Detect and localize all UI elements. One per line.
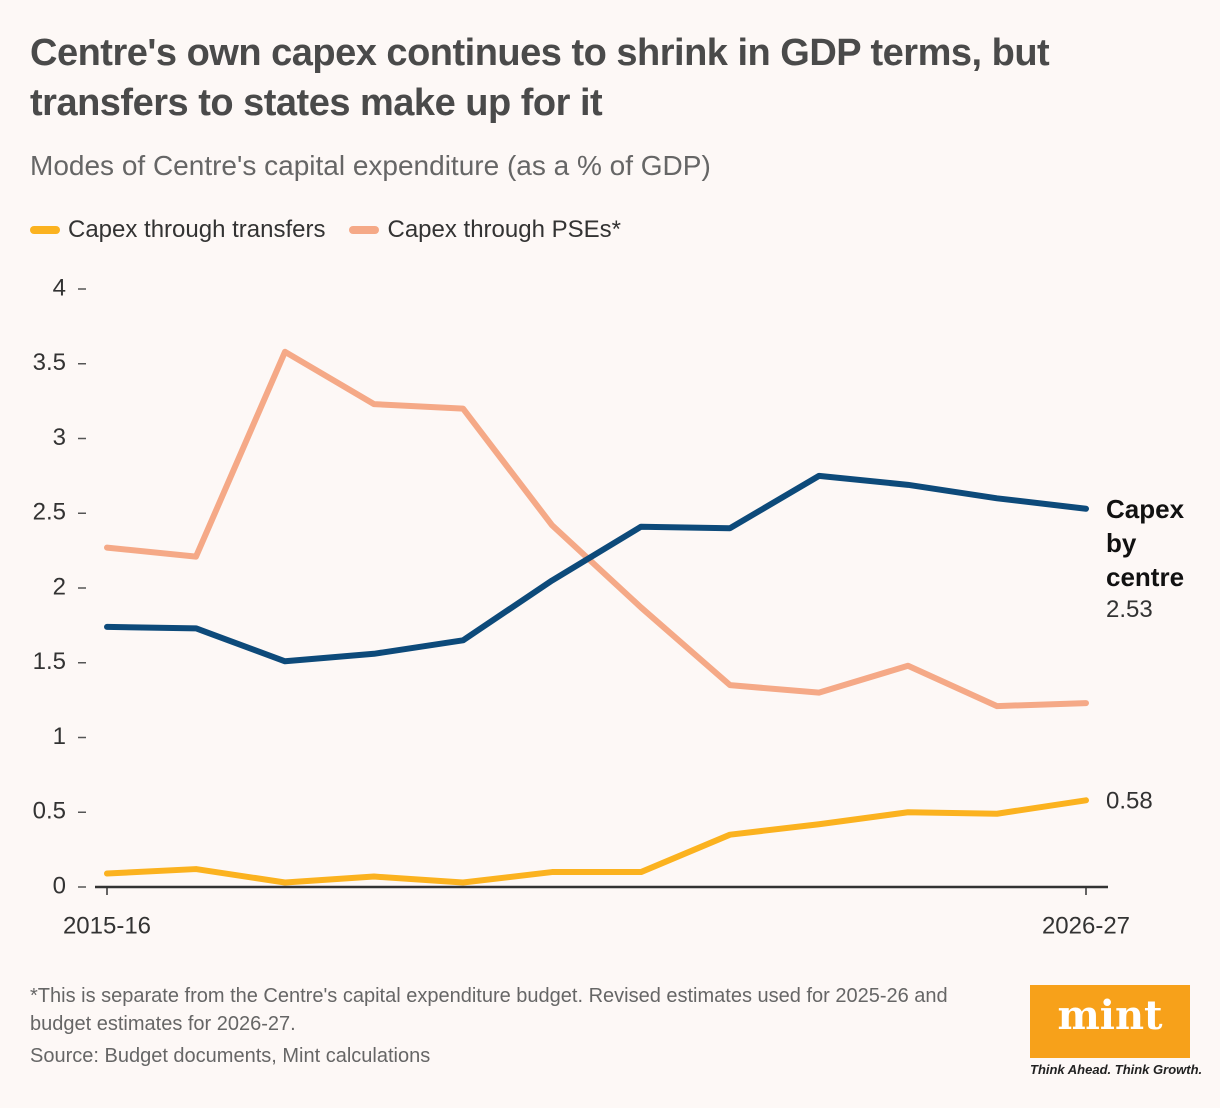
chart-title: Centre's own capex continues to shrink i… [30,32,1050,124]
legend-item: Capex through PSEs* [349,216,621,244]
series-line [104,348,1089,710]
source: Source: Budget documents, Mint calculati… [30,1045,431,1067]
legend-label: Capex through PSEs* [387,216,621,243]
logo-box [1030,985,1190,1058]
legend-swatch [349,226,380,234]
legend: Capex through transfers Capex through PSE… [30,216,621,244]
footnote: *This is separate from the Centre's capi… [30,985,948,1035]
y-tick-label: 0 [53,872,66,899]
series-line [104,797,1089,886]
series-end-label: Capex by centre [1106,493,1185,592]
value-label: 0.58 [1106,788,1153,815]
legend-swatch [30,226,60,234]
y-tick-label: 2 [53,573,66,600]
legend-label: Capex through transfers [68,216,326,243]
legend-item: Capex through transfers [30,216,325,244]
y-tick-label: 1.5 [33,648,66,675]
x-tick-label: 2015-16 [63,912,151,939]
value-label: 2.53 [1106,596,1153,623]
y-tick-label: 3.5 [33,349,66,376]
y-tick-label: 1 [53,723,66,750]
chart-subtitle: Modes of Centre's capital expenditure (a… [30,150,711,181]
logo-name: mint [1057,992,1163,1039]
y-tick-label: 0.5 [33,798,66,825]
series-line [104,472,1089,665]
y-tick-label: 3 [53,424,66,451]
y-tick-label: 2.5 [33,499,66,526]
x-tick-label: 2026-27 [1042,912,1130,939]
y-tick-label: 4 [53,274,66,301]
logo-tagline: Think Ahead. Think Growth. [1030,1062,1203,1077]
